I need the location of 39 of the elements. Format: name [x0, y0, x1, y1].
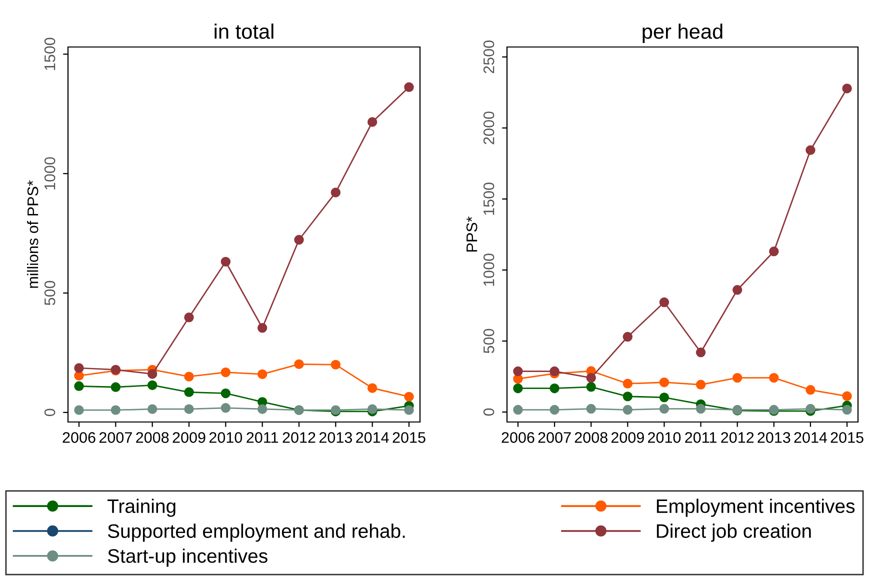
y-tick-label: 500	[483, 328, 494, 354]
chart-title: per head	[642, 24, 722, 43]
x-tick-label: 2012	[282, 432, 316, 443]
legend-label: Training	[108, 498, 176, 517]
y-tick-label: 2500	[483, 40, 494, 74]
x-tick-label: 2015	[830, 432, 864, 443]
x-tick-label: 2007	[538, 432, 571, 443]
x-tick-label: 2008	[136, 432, 169, 443]
x-tick-label: 2014	[794, 432, 828, 443]
x-tick-label: 2010	[209, 432, 242, 443]
x-tick-label: 2008	[574, 432, 608, 443]
y-tick-label: 0	[483, 408, 494, 416]
x-tick-label: 2009	[172, 432, 206, 443]
y-tick-label: 2000	[483, 112, 494, 144]
chart-title: in total	[214, 24, 274, 39]
legend-label: Direct job creation	[656, 524, 811, 542]
y-axis-title: PPS*	[466, 216, 478, 252]
x-tick-label: 2011	[685, 432, 716, 443]
x-tick-label: 2014	[356, 432, 389, 443]
x-tick-label: 2007	[99, 432, 132, 443]
y-tick-label: 500	[44, 280, 56, 306]
legend-label: Employment incentives	[656, 498, 855, 517]
y-tick-label: 1000	[483, 254, 494, 286]
x-tick-label: 2013	[758, 432, 790, 443]
x-tick-label: 2011	[246, 432, 278, 443]
legend-label: Start-up incentives	[108, 548, 268, 567]
y-tick-label: 1500	[483, 182, 494, 215]
x-tick-label: 2012	[721, 432, 754, 443]
x-tick-label: 2006	[62, 432, 96, 443]
x-tick-label: 2015	[392, 432, 426, 443]
x-tick-label: 2010	[648, 432, 681, 443]
x-tick-label: 2006	[502, 432, 534, 443]
x-tick-label: 2009	[611, 432, 644, 443]
y-axis-title: millions of PPS*	[27, 180, 38, 288]
y-tick-label: 1500	[44, 38, 56, 70]
legend-label: Supported employment and rehab.	[108, 524, 405, 542]
x-tick-label: 2013	[319, 432, 352, 443]
y-tick-label: 0	[44, 408, 56, 416]
y-tick-label: 1000	[44, 157, 56, 190]
